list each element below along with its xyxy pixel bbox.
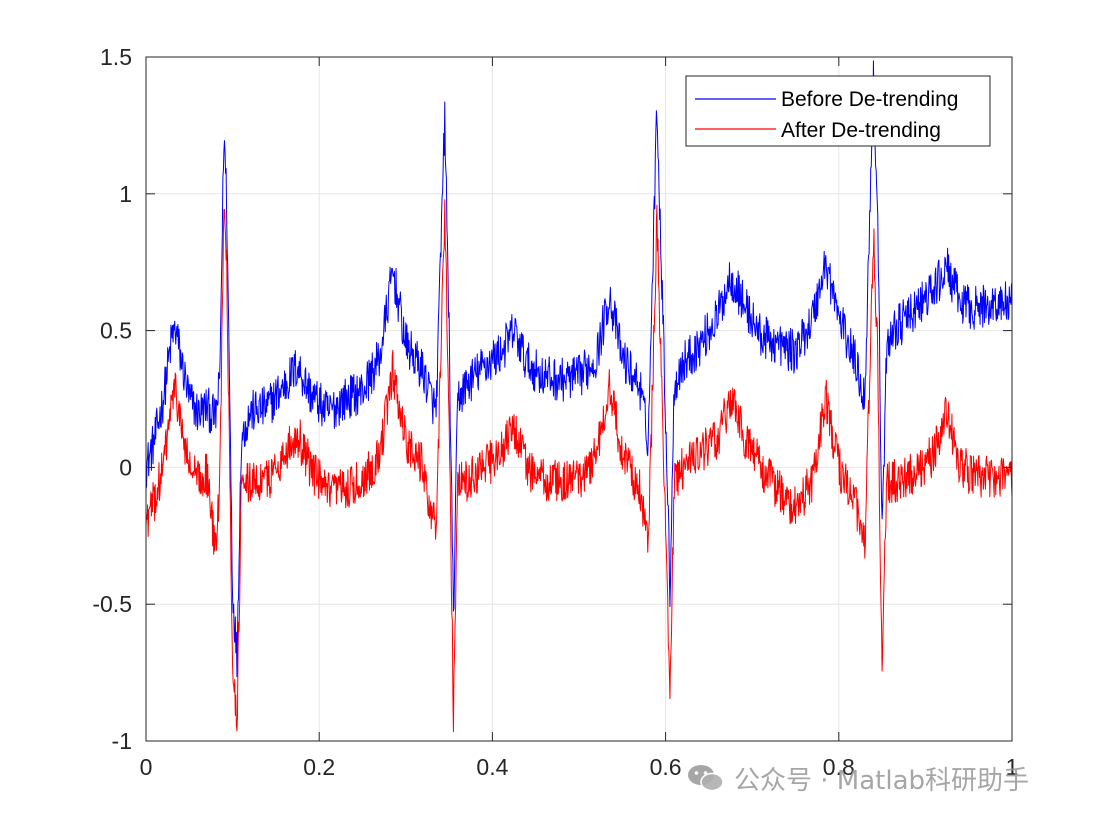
series-line-after [145, 199, 1013, 733]
wechat-icon [688, 765, 724, 792]
series-line-before [145, 60, 1013, 678]
y-tick-label: 0 [119, 454, 132, 480]
x-tick-label: 0.2 [303, 754, 335, 780]
watermark-text: 公众号 · Matlab科研助手 [734, 765, 1030, 796]
axes-background [146, 57, 1012, 741]
y-tick-labels: -1 -0.5 0 0.5 1 1.5 [92, 44, 132, 754]
y-tick-label: 1.5 [100, 44, 132, 70]
y-tick-label: -1 [112, 728, 132, 754]
y-tick-label: 1 [119, 181, 132, 207]
watermark: 公众号 · Matlab科研助手 [686, 756, 1029, 800]
x-tick-labels: 0 0.2 0.4 0.6 0.8 1 [140, 754, 1019, 780]
series-layer [145, 60, 1013, 733]
legend-box [685, 75, 991, 147]
y-tick-label: -0.5 [92, 591, 132, 617]
legend: Before De-trending After De-trending [685, 75, 991, 147]
x-tick-label: 0 [140, 754, 153, 780]
axes-box [145, 56, 1013, 742]
x-tick-label: 1 [1006, 754, 1019, 780]
axis-ticks [145, 56, 1013, 742]
legend-label-after: After De-trending [781, 119, 941, 142]
x-tick-label: 0.8 [823, 754, 855, 780]
x-tick-label: 0.6 [650, 754, 682, 780]
x-tick-label: 0.4 [476, 754, 508, 780]
legend-label-before: Before De-trending [781, 88, 958, 111]
y-tick-label: 0.5 [100, 318, 132, 344]
